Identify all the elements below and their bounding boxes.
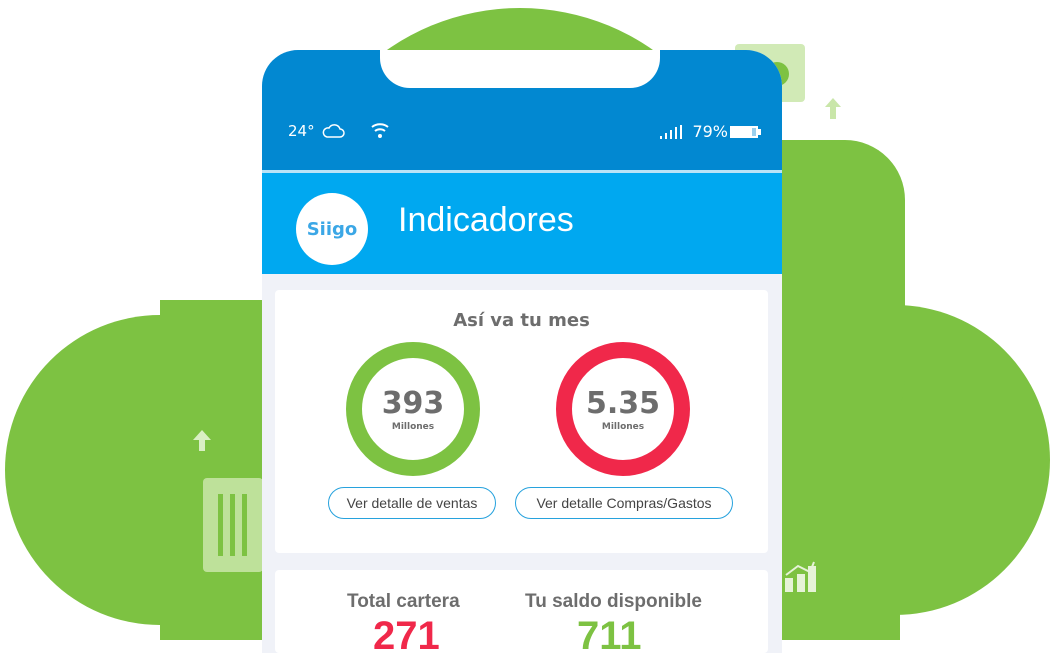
app-header: Siigo Indicadores (262, 173, 782, 274)
wifi-icon (370, 123, 389, 138)
portfolio-label: Total cartera (347, 591, 460, 612)
sales-detail-button[interactable]: Ver detalle de ventas (328, 487, 496, 519)
cloud-icon (322, 124, 345, 138)
arrow-up-icon (825, 98, 841, 119)
purchases-detail-button[interactable]: Ver detalle Compras/Gastos (515, 487, 733, 519)
sales-value: 393 (381, 386, 445, 421)
available-label: Tu saldo disponible (525, 591, 702, 612)
siigo-logo: Siigo (296, 193, 368, 265)
page-title: Indicadores (398, 201, 574, 239)
phone-notch (380, 50, 660, 88)
arrow-up-icon (193, 430, 211, 451)
line-chart-icon (785, 561, 816, 592)
month-summary-card: Así va tu mes 393 Millones 5.35 Millones… (275, 290, 768, 553)
temperature: 24° (288, 122, 315, 140)
available-value: 711 (577, 614, 642, 653)
purchases-donut: 5.35 Millones (556, 342, 690, 476)
battery-percent: 79% (692, 122, 728, 141)
purchases-unit: Millones (601, 422, 645, 432)
status-bar: 24° 79% (262, 50, 782, 170)
sales-unit: Millones (391, 422, 435, 432)
phone-screen: 24° 79% Siigo Indicadores Así va tu mes … (262, 50, 782, 653)
battery-icon (730, 125, 761, 138)
purchases-value: 5.35 (585, 386, 661, 421)
balance-card: Total cartera Tu saldo disponible 271 71… (275, 570, 768, 653)
divider (262, 170, 782, 173)
portfolio-value: 271 (373, 614, 440, 653)
sales-donut: 393 Millones (346, 342, 480, 476)
card-title: Así va tu mes (453, 310, 590, 331)
signal-icon (660, 124, 683, 139)
bar-chart-icon (203, 478, 263, 572)
